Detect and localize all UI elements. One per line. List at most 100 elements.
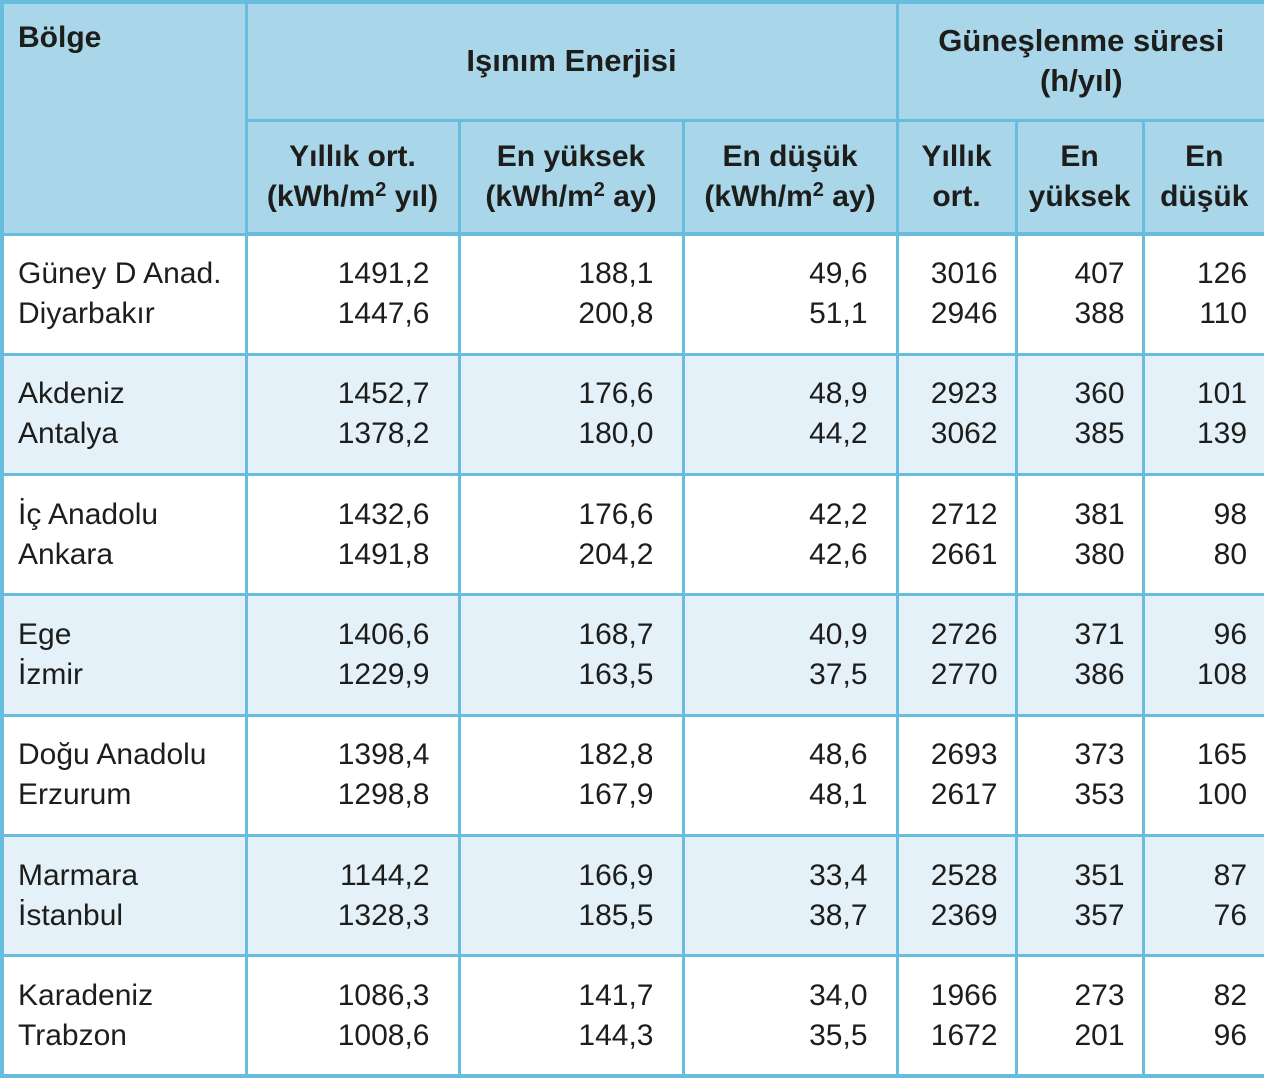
value-cell: 360 385 — [1014, 352, 1145, 477]
region-value: 165 — [1196, 738, 1248, 772]
value-cell: 1406,6 1229,9 — [244, 593, 461, 717]
region-value: 3016 — [930, 257, 998, 291]
city-value: 51,1 — [809, 297, 868, 331]
city-value: 380 — [1074, 537, 1125, 571]
region-value: 96 — [1213, 617, 1248, 651]
region-value: 1406,6 — [337, 617, 430, 651]
value-cell: 166,9 185,5 — [457, 833, 685, 958]
region-value: 176,6 — [578, 377, 654, 411]
sunshine-duration-group-header: Güneşlenme süresi (h/yıl) — [895, 0, 1264, 122]
city-name: Antalya — [18, 417, 119, 451]
region-value: 182,8 — [578, 738, 654, 772]
col-header-max-sunshine: En yüksek — [1014, 118, 1145, 236]
region-cell: İç Anadolu Ankara — [0, 473, 248, 597]
region-value: 2712 — [930, 497, 998, 531]
col-header-annual-avg-sunshine: Yıllık ort. — [895, 118, 1018, 236]
region-value: 1144,2 — [339, 858, 430, 892]
region-value: 1086,3 — [337, 978, 430, 1012]
city-value: 200,8 — [578, 297, 654, 331]
city-name: İzmir — [18, 657, 83, 691]
value-cell: 165 100 — [1141, 713, 1264, 837]
city-value: 76 — [1213, 898, 1248, 932]
city-value: 357 — [1074, 898, 1125, 932]
table-row: İç Anadolu Ankara 1432,6 1491,8 176,6 204,2 42… — [0, 473, 1264, 597]
city-value: 144,3 — [578, 1018, 654, 1052]
region-value: 48,9 — [809, 377, 868, 411]
region-value: 141,7 — [578, 978, 654, 1012]
city-value: 163,5 — [578, 657, 654, 691]
city-value: 201 — [1074, 1018, 1125, 1052]
region-value: 166,9 — [578, 858, 654, 892]
value-cell: 373 353 — [1014, 713, 1145, 837]
city-value: 108 — [1196, 657, 1248, 691]
value-cell: 176,6 204,2 — [457, 473, 685, 597]
city-value: 3062 — [930, 417, 998, 451]
region-cell: Marmara İstanbul — [0, 833, 248, 958]
table-body: Güney D Anad. Diyarbakır 1491,2 1447,6 188,1… — [0, 232, 1264, 1078]
city-name: Trabzon — [18, 1018, 127, 1052]
city-value: 48,1 — [809, 778, 868, 812]
city-value: 96 — [1213, 1018, 1248, 1052]
city-value: 139 — [1196, 417, 1248, 451]
value-cell: 1452,7 1378,2 — [244, 352, 461, 477]
city-value: 100 — [1196, 778, 1248, 812]
city-name: Erzurum — [18, 778, 132, 812]
city-value: 38,7 — [809, 898, 868, 932]
city-name: Ankara — [18, 537, 114, 571]
region-value: 40,9 — [809, 617, 868, 651]
region-value: 371 — [1074, 617, 1125, 651]
city-value: 388 — [1074, 297, 1125, 331]
region-name: Ege — [18, 617, 72, 651]
table-row: Ege İzmir 1406,6 1229,9 168,7 163,5 40,9 37,5 27… — [0, 593, 1264, 717]
region-value: 188,1 — [578, 257, 654, 291]
region-value: 176,6 — [578, 497, 654, 531]
value-cell: 2528 2369 — [895, 833, 1018, 958]
col-header-title: En — [1060, 139, 1099, 173]
col-header-title: Yıllık — [921, 139, 992, 173]
region-cell: Karadeniz Trabzon — [0, 954, 248, 1078]
region-value: 273 — [1074, 978, 1125, 1012]
value-cell: 40,9 37,5 — [681, 593, 899, 717]
city-value: 110 — [1199, 297, 1248, 331]
value-cell: 1086,3 1008,6 — [244, 954, 461, 1078]
region-value: 48,6 — [809, 738, 868, 772]
city-value: 385 — [1074, 417, 1125, 451]
value-cell: 1144,2 1328,3 — [244, 833, 461, 958]
sunshine-duration-unit: (h/yıl) — [1039, 63, 1123, 99]
region-value: 1452,7 — [337, 377, 430, 411]
region-value: 1398,4 — [337, 738, 430, 772]
value-cell: 2726 2770 — [895, 593, 1018, 717]
region-column-header: Bölge — [0, 0, 248, 236]
city-value: 1672 — [930, 1018, 998, 1052]
region-value: 407 — [1074, 257, 1125, 291]
region-value: 2923 — [930, 377, 998, 411]
col-header-unit: (kWh/m2 ay) — [485, 178, 657, 213]
region-value: 33,4 — [809, 858, 868, 892]
value-cell: 126 110 — [1141, 232, 1264, 356]
value-cell: 407 388 — [1014, 232, 1145, 356]
city-value: 42,6 — [809, 537, 868, 571]
region-value: 126 — [1196, 257, 1248, 291]
value-cell: 176,6 180,0 — [457, 352, 685, 477]
value-cell: 3016 2946 — [895, 232, 1018, 356]
region-name: İç Anadolu — [18, 497, 159, 531]
radiation-energy-group-header: Işınım Enerjisi — [244, 0, 899, 122]
value-cell: 48,9 44,2 — [681, 352, 899, 477]
city-name: Diyarbakır — [18, 297, 155, 331]
city-value: 167,9 — [578, 778, 654, 812]
region-cell: Ege İzmir — [0, 593, 248, 717]
city-value: 1328,3 — [337, 898, 430, 932]
value-cell: 96 108 — [1141, 593, 1264, 717]
region-value: 34,0 — [809, 978, 868, 1012]
region-value: 82 — [1213, 978, 1248, 1012]
col-header-title: En yüksek — [496, 139, 646, 173]
table-header: Bölge Işınım Enerjisi Güneşlenme süresi … — [0, 0, 1264, 236]
city-value: 80 — [1213, 537, 1248, 571]
city-value: 204,2 — [578, 537, 654, 571]
col-header-title: Yıllık ort. — [289, 139, 416, 173]
col-header-title: En — [1185, 139, 1224, 173]
region-name: Akdeniz — [18, 377, 125, 411]
region-value: 2726 — [930, 617, 998, 651]
region-value: 2693 — [930, 738, 998, 772]
col-header-title-line2: ort. — [932, 179, 981, 213]
